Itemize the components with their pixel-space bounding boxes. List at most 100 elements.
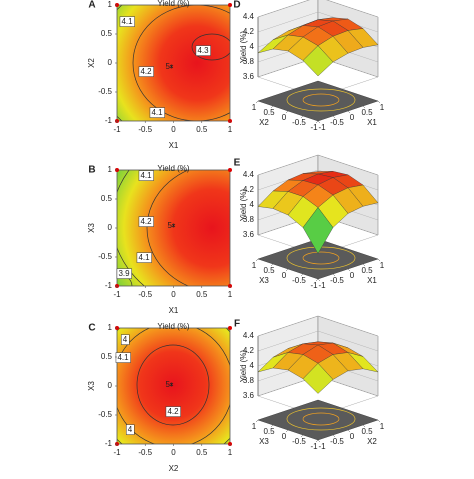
y-tick-label: -1	[310, 281, 318, 290]
z-tick-label: 4	[250, 200, 255, 209]
x-tick	[332, 115, 336, 119]
contour-line	[132, 5, 230, 121]
x-axis-label: X2	[367, 437, 377, 446]
grid-line	[257, 154, 379, 176]
y-tick-label: 1	[108, 323, 113, 332]
y-tick	[300, 115, 304, 119]
x-tick	[377, 419, 381, 423]
x-tick-label: -0.5	[330, 276, 344, 285]
x-tick	[347, 268, 351, 272]
center-star	[171, 223, 176, 228]
x-tick-label: -0.5	[138, 448, 152, 457]
y-tick-label: 1	[108, 165, 113, 174]
y-tick	[255, 419, 259, 423]
contour-label-box	[136, 252, 152, 263]
y-tick-label: 0	[282, 113, 287, 122]
z-tick-label: 4.4	[243, 170, 255, 179]
contour-lines	[117, 170, 190, 286]
y-tick-label: 0	[108, 58, 113, 67]
chart-title: Yield (%)	[157, 0, 189, 8]
chart-title: Yield (%)	[157, 164, 189, 173]
x-tick-label: -1	[318, 281, 326, 290]
contour-label-box	[138, 170, 154, 181]
y-tick-label: -0.5	[98, 410, 112, 419]
y-tick-label: -0.5	[98, 87, 112, 96]
x-axis-label: X1	[169, 141, 179, 150]
z-tick-label: 4	[250, 361, 255, 370]
y-axis-label: X3	[87, 381, 96, 391]
y-tick-label: 0.5	[101, 29, 113, 38]
z-axis-label: Yield (%)	[239, 189, 248, 221]
contour-label: 3.9	[118, 269, 130, 278]
x-tick-label: 0	[171, 448, 176, 457]
contour-label: 4.1	[138, 253, 150, 262]
y-axis-label: X2	[87, 58, 96, 68]
contour-label: 4	[128, 425, 133, 434]
contour-label-box	[119, 16, 135, 27]
y-tick-label: -0.5	[292, 118, 306, 127]
grid-line	[257, 0, 379, 18]
y-tick-label: 0	[282, 432, 287, 441]
center-label: 5	[166, 62, 171, 71]
y-tick-label: -1	[310, 123, 318, 132]
y-tick-label: -1	[105, 439, 113, 448]
chart-title: Yield (%)	[157, 322, 189, 331]
floor-contour	[286, 88, 356, 112]
x-tick-label: 0.5	[196, 448, 208, 457]
y-tick-label: -1	[105, 281, 113, 290]
z-tick-label: 3.8	[243, 57, 255, 66]
y-tick	[255, 258, 259, 262]
contour-label: 4.1	[117, 353, 129, 362]
x-tick	[317, 278, 321, 282]
contour-fill	[117, 5, 230, 121]
y-tick	[270, 263, 274, 267]
design-point	[228, 326, 232, 330]
z-axis-label: Yield (%)	[239, 350, 248, 382]
x-tick-label: -1	[113, 448, 121, 457]
y-tick-label: 1	[252, 422, 257, 431]
contour-lines	[117, 5, 230, 121]
y-tick-label: 1	[252, 103, 257, 112]
contour-label: 4.1	[140, 171, 152, 180]
x-tick	[317, 120, 321, 124]
panel-label: C	[88, 323, 95, 334]
z-tick-label: 3.8	[243, 376, 255, 385]
contour-line	[146, 170, 190, 286]
y-tick-label: -0.5	[292, 437, 306, 446]
y-tick	[300, 273, 304, 277]
x-tick-label: 0	[171, 290, 176, 299]
x-tick-label: 1	[228, 290, 233, 299]
x-tick-label: 0	[171, 125, 176, 134]
y-tick-label: 1	[108, 0, 113, 9]
x-tick-label: 0.5	[361, 108, 373, 117]
y-tick-label: 0	[282, 271, 287, 280]
contour-label-box	[115, 352, 131, 363]
x-tick-label: 0.5	[361, 427, 373, 436]
y-tick	[300, 434, 304, 438]
center-star	[169, 382, 174, 387]
contour-label: 4.1	[151, 108, 163, 117]
y-axis-label: X3	[87, 223, 96, 233]
contour-line	[136, 344, 210, 426]
contour-label-box	[121, 334, 130, 345]
contour-label-box	[138, 66, 154, 77]
panel-label: B	[88, 165, 95, 176]
y-axis-label: X3	[259, 437, 269, 446]
x-tick-label: 0	[350, 432, 355, 441]
x-tick-label: 0	[350, 271, 355, 280]
x-axis-label: X1	[367, 276, 377, 285]
y-tick	[315, 439, 319, 443]
x-tick-label: -1	[318, 442, 326, 451]
contour-fill	[117, 170, 230, 286]
y-tick	[315, 120, 319, 124]
center-star	[169, 64, 174, 69]
x-tick-label: 0	[350, 113, 355, 122]
floor-contour	[302, 251, 340, 265]
x-tick-label: 0.5	[196, 125, 208, 134]
z-tick-label: 3.8	[243, 215, 255, 224]
y-tick-label: 0.5	[101, 194, 113, 203]
grid-line	[257, 315, 379, 337]
x-tick	[362, 105, 366, 109]
floor-contour	[286, 407, 356, 431]
